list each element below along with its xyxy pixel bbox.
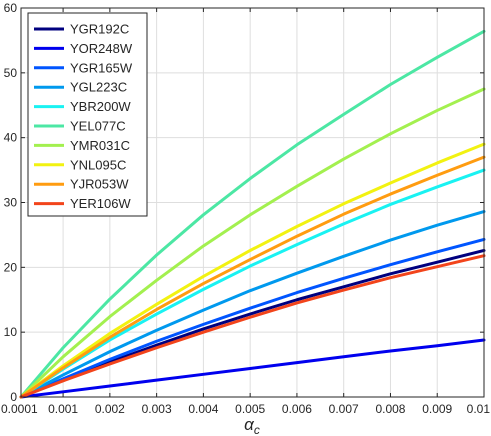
legend-label: YER106W [70, 196, 131, 211]
y-tick-label: 30 [4, 196, 18, 210]
series-line [19, 254, 486, 399]
x-tick-label: 0.009 [422, 402, 452, 416]
x-tick-label: 0.004 [188, 402, 218, 416]
legend-label: YJR053W [70, 177, 129, 192]
legend-label: YMR031C [70, 138, 130, 153]
legend-box [27, 12, 148, 217]
x-tick-label: 0.01 [467, 402, 491, 416]
y-tick-labels: 0 10 20 30 40 50 60 [4, 1, 18, 404]
legend: YGR192C YOR248W YGR165W YGL223C YBR200W YEL07… [27, 12, 148, 217]
y-tick-label: 10 [4, 325, 18, 339]
series-line [19, 168, 486, 399]
series-line [19, 210, 486, 399]
x-tick-labels: 0.0001 0.001 0.002 0.003 0.004 0.005 0.006 0.00… [1, 402, 490, 416]
x-axis-label: αc [244, 415, 260, 436]
series-line [19, 87, 486, 399]
series-line [19, 142, 486, 399]
x-tick-label: 0.007 [329, 402, 359, 416]
y-tick-label: 0 [10, 390, 17, 404]
legend-label: YGL223C [70, 80, 127, 95]
y-tick-label: 20 [4, 260, 18, 274]
x-tick-label: 0.008 [375, 402, 405, 416]
legend-label: YGR165W [70, 60, 133, 75]
series-line [19, 338, 486, 399]
grid-lines [21, 8, 484, 397]
series-line [19, 237, 486, 399]
x-tick-label: 0.002 [95, 402, 125, 416]
x-tick-label: 0.003 [142, 402, 172, 416]
legend-label: YBR200W [70, 99, 131, 114]
legend-label: YNL095C [70, 157, 126, 172]
series-line [19, 29, 486, 399]
y-tick-label: 50 [4, 66, 18, 80]
legend-label: YGR192C [70, 22, 129, 37]
tick-marks [20, 7, 485, 398]
legend-label: YOR248W [70, 41, 133, 56]
x-tick-label: 0.0001 [1, 402, 38, 416]
x-tick-label: 0.001 [48, 402, 78, 416]
series-line [19, 155, 486, 399]
x-tick-label: 0.006 [282, 402, 312, 416]
x-tick-label: 0.005 [235, 402, 265, 416]
y-tick-label: 60 [4, 1, 18, 15]
legend-label: YEL077C [70, 119, 126, 134]
y-tick-label: 40 [4, 131, 18, 145]
series-lines [19, 29, 486, 399]
